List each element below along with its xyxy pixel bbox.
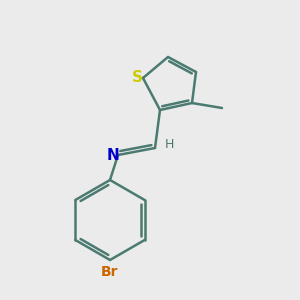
Text: H: H — [164, 137, 174, 151]
Text: N: N — [106, 148, 119, 164]
Text: S: S — [131, 70, 142, 85]
Text: Br: Br — [101, 265, 119, 279]
